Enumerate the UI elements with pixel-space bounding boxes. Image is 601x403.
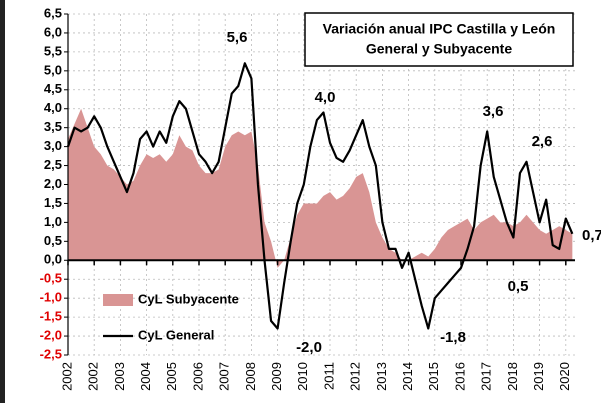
y-tick-label: 0,5 [44, 233, 62, 248]
y-tick-label: 3,0 [44, 138, 62, 153]
x-tick-label: 2017 [479, 362, 494, 391]
annotation: 0,5 [508, 278, 529, 295]
line [66, 62, 574, 330]
annotation: 3,6 [483, 103, 504, 120]
x-tick-label: 2015 [426, 362, 441, 391]
y-tick-label: -1,5 [40, 309, 62, 324]
chart-title: Variación anual IPC Castilla y León [323, 21, 556, 37]
plot-area [66, 13, 575, 356]
y-tick-label: 5,5 [44, 43, 62, 58]
legend-label: CyL Subyacente [138, 291, 239, 306]
x-tick-label: 2018 [505, 362, 520, 391]
x-tick-label: 2002 [59, 362, 74, 391]
annotation: -1,8 [440, 329, 466, 346]
y-tick-label: -2,0 [40, 327, 62, 342]
legend-label: CyL General [138, 327, 214, 342]
x-tick-label: 2012 [348, 362, 363, 391]
x-tick-label: 2019 [531, 362, 546, 391]
x-tick-label: 2002 [86, 362, 101, 391]
chart-subtitle: General y Subyacente [366, 41, 513, 57]
x-tick-label: 2007 [217, 362, 232, 391]
x-tick-label: 2004 [138, 362, 153, 391]
y-tick-label: 5,0 [44, 62, 62, 77]
y-tick-label: 1,0 [44, 214, 62, 229]
y-tick-label: 4,0 [44, 100, 62, 115]
left-edge [0, 0, 5, 403]
x-tick-label: 2016 [452, 362, 467, 391]
legend-swatch [103, 294, 133, 306]
x-tick-label: 2003 [112, 362, 127, 391]
annotation: 5,6 [227, 29, 248, 46]
annotation: 4,0 [315, 89, 336, 106]
x-tick-label: 2008 [243, 362, 258, 391]
annotation: 0,7 [582, 227, 601, 244]
x-tick-label: 2005 [164, 362, 179, 391]
x-tick-label: 2014 [400, 362, 415, 391]
title-box [304, 12, 574, 67]
y-tick-label: 6,0 [44, 24, 62, 39]
y-tick-label: 1,5 [44, 195, 62, 210]
area [68, 108, 573, 268]
y-tick-label: 2,0 [44, 176, 62, 191]
y-tick-label: 4,5 [44, 81, 62, 96]
y-tick-label: -0,5 [40, 271, 62, 286]
x-tick-label: 2010 [295, 362, 310, 391]
x-tick-label: 2006 [190, 362, 205, 391]
y-tick-label: 6,5 [44, 5, 62, 20]
x-tick-label: 2011 [321, 362, 336, 390]
y-tick-label: 2,5 [44, 157, 62, 172]
y-tick-label: 0,0 [44, 252, 62, 267]
y-tick-label: -2,5 [40, 346, 62, 361]
y-tick-label: 3,5 [44, 119, 62, 134]
annotation: -2,0 [296, 339, 322, 356]
y-tick-label: -1,0 [40, 290, 62, 305]
x-tick-label: 2009 [269, 362, 284, 391]
annotation: 2,6 [532, 133, 553, 150]
x-tick-label: 2013 [374, 362, 389, 391]
x-tick-label: 2020 [557, 362, 572, 391]
